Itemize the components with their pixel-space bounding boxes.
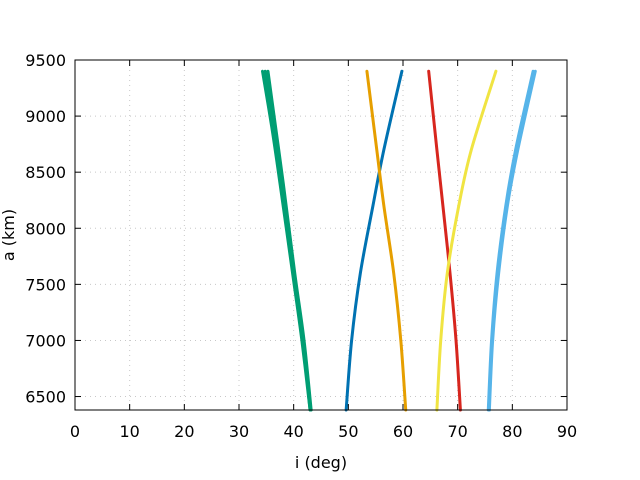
series-line [344,69,404,412]
y-tick-label: 7500 [25,275,66,294]
y-axis-label: a (km) [0,209,18,261]
y-tick-label: 8000 [25,219,66,238]
x-tick-label: 80 [502,422,522,441]
series-line [266,69,313,412]
y-tick-label: 9000 [25,107,66,126]
series-layer [261,69,537,412]
x-tick-label: 20 [174,422,194,441]
x-tick-label: 60 [393,422,413,441]
x-tick-label: 40 [283,422,303,441]
x-tick-label: 50 [338,422,358,441]
grid [75,60,567,410]
y-tick-label: 9500 [25,51,66,70]
series-line [427,69,462,412]
y-tick-label: 8500 [25,163,66,182]
x-tick-label: 0 [70,422,80,441]
series-line [435,69,498,412]
x-tick-label: 70 [447,422,467,441]
y-tick-label: 7000 [25,331,66,350]
series-line [261,69,312,412]
series-line [365,69,408,412]
axis-ticks: 0 10 20 30 40 50 60 70 80 90 6500 7000 7500 8000 8500 9… [25,51,577,441]
y-tick-label: 6500 [25,388,66,407]
x-tick-label: 90 [557,422,577,441]
x-tick-label: 30 [229,422,249,441]
series-line [486,69,535,412]
plot-frame [74,59,568,411]
x-axis-label: i (deg) [295,453,347,472]
x-tick-label: 10 [119,422,139,441]
series-line [487,69,537,412]
